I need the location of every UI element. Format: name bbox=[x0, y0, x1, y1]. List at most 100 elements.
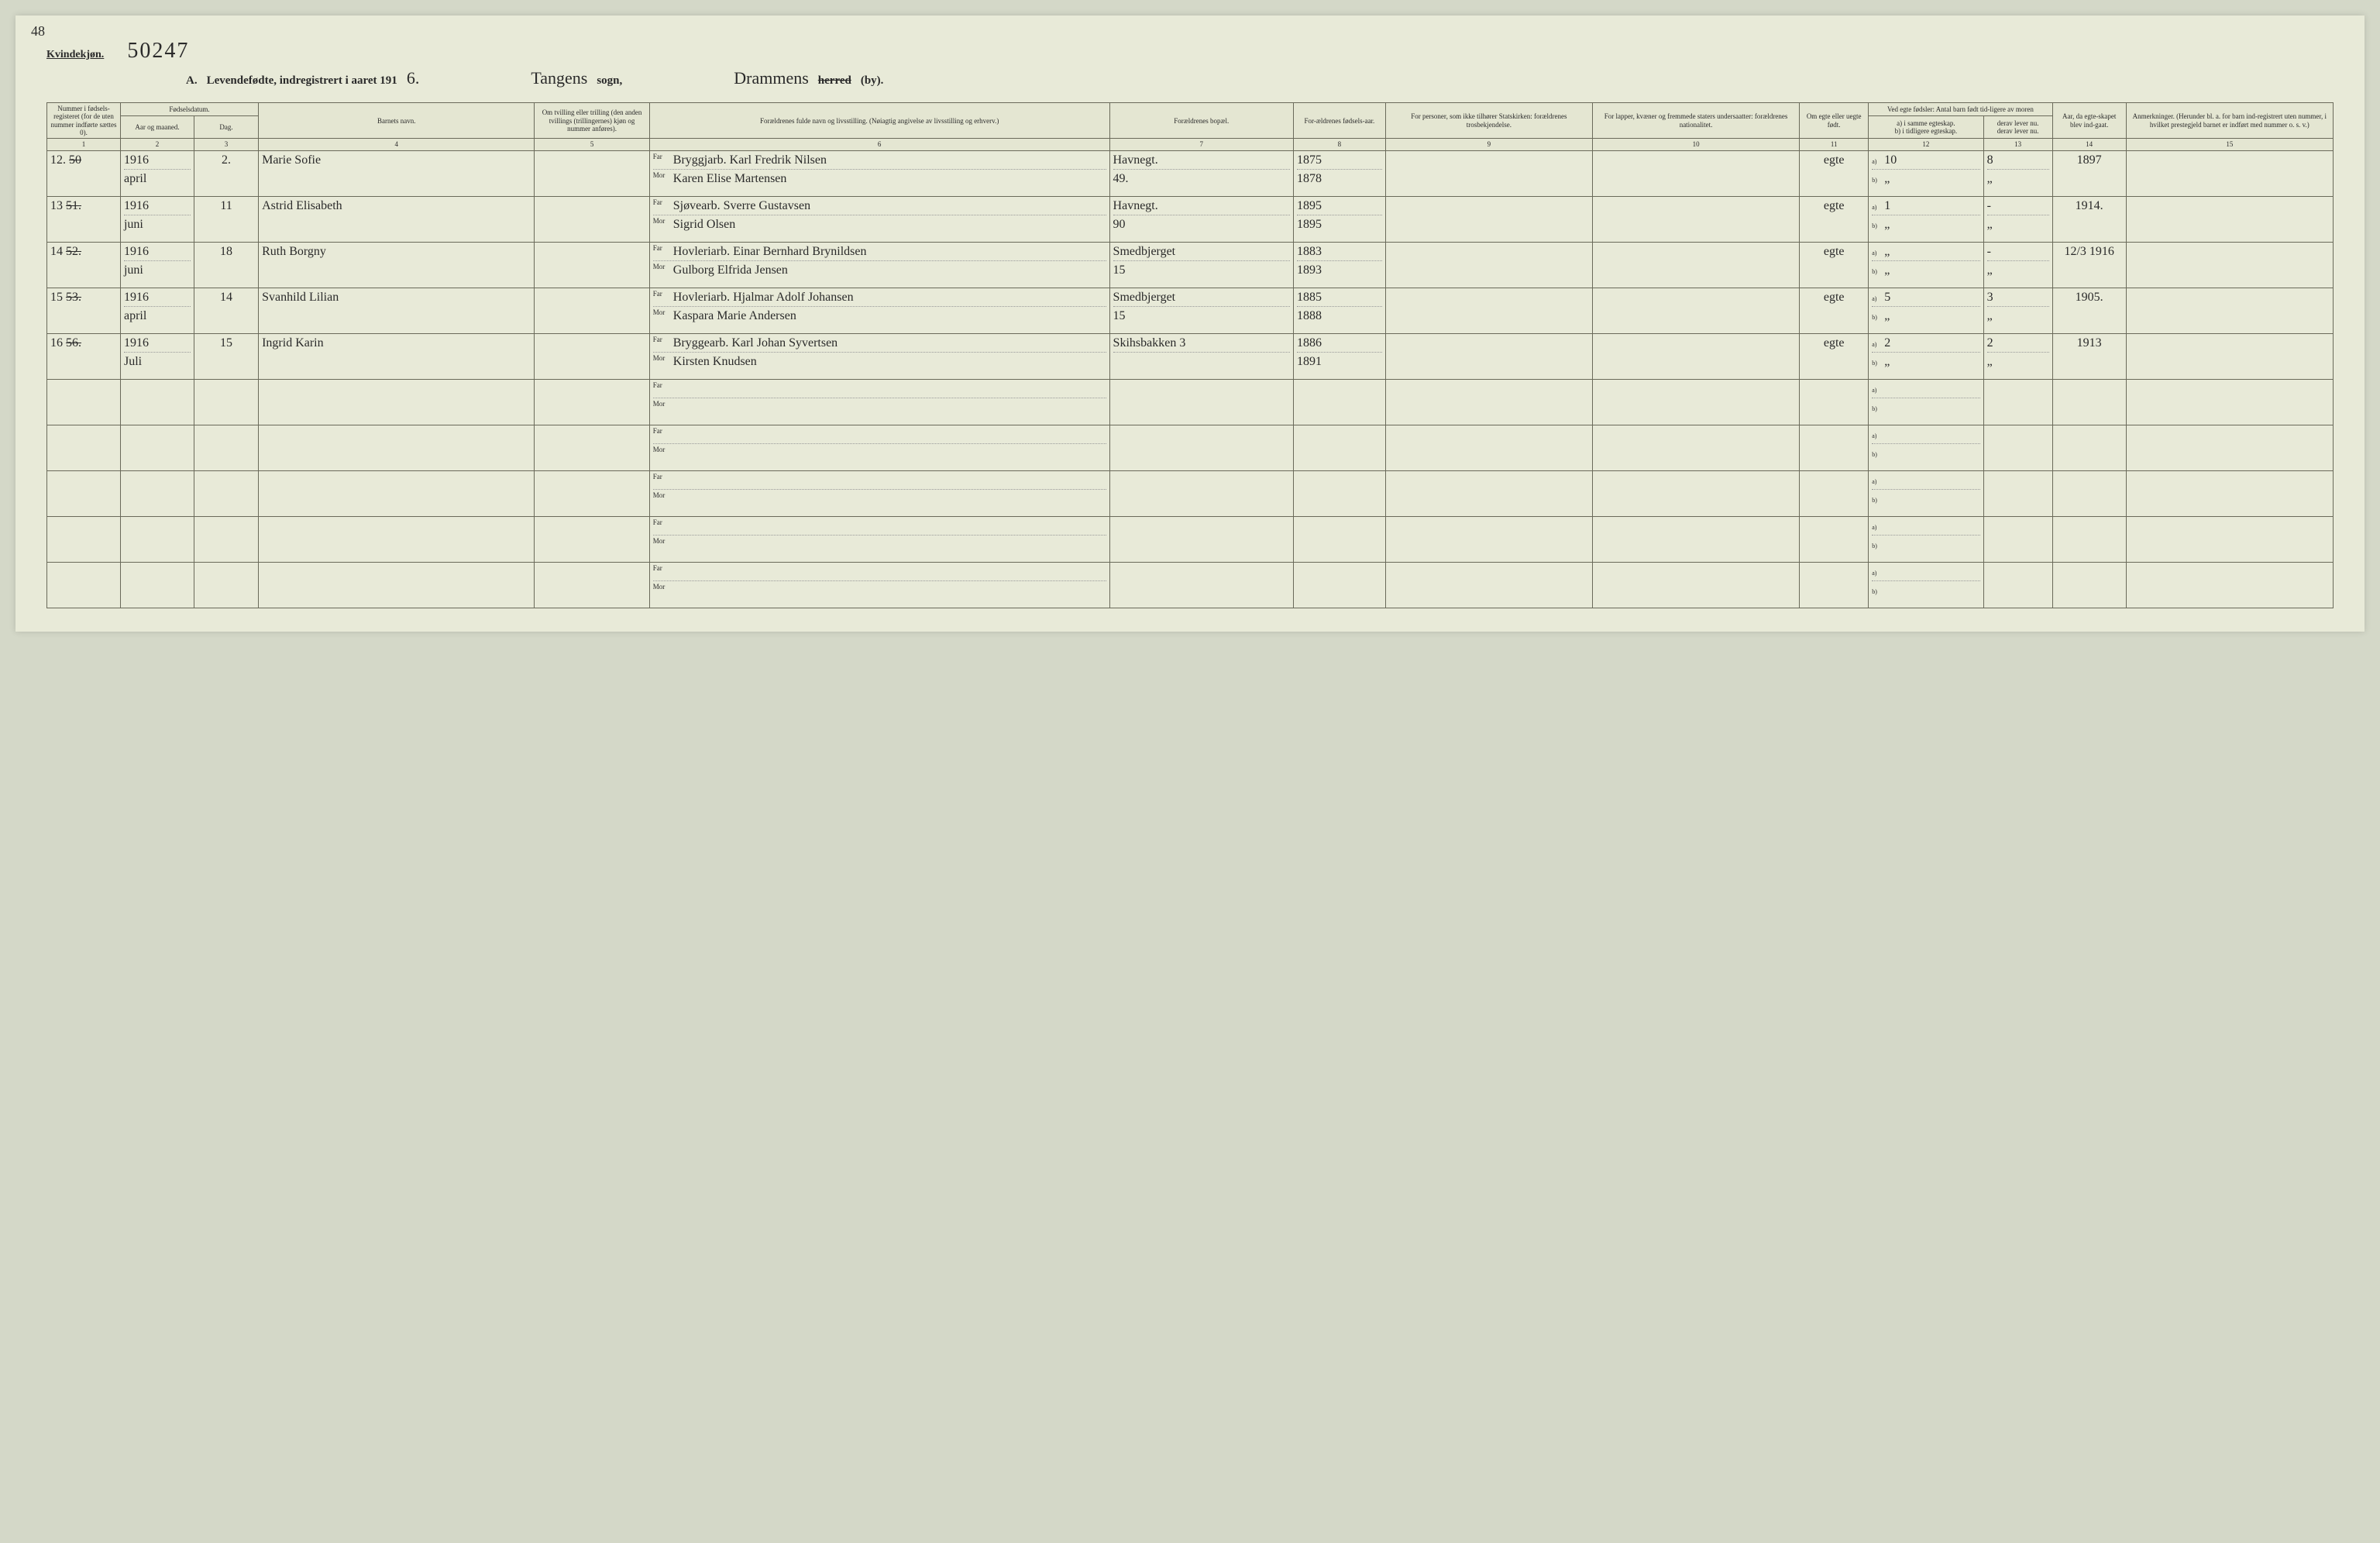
col-num: 8 bbox=[1294, 139, 1386, 150]
residence bbox=[1109, 562, 1294, 608]
residence: Smedbjerget15 bbox=[1109, 288, 1294, 333]
table-row: 14 52. 1916juni 18 Ruth Borgny FarHovler… bbox=[47, 242, 2334, 288]
table-head: Nummer i fødsels-registeret (for de uten… bbox=[47, 103, 2334, 151]
parents: FarBryggearb. Karl Johan Syvertsen MorKi… bbox=[649, 333, 1109, 379]
remarks bbox=[2126, 333, 2333, 379]
col-header: Anmerkninger. (Herunder bl. a. for barn … bbox=[2126, 103, 2333, 139]
birth-years bbox=[1294, 470, 1386, 516]
remarks bbox=[2126, 470, 2333, 516]
religion bbox=[1385, 333, 1592, 379]
child-name: Svanhild Lilian bbox=[259, 288, 535, 333]
twin-info bbox=[535, 196, 649, 242]
residence: Havnegt.49. bbox=[1109, 150, 1294, 196]
living-children: -„ bbox=[1983, 196, 2052, 242]
parents: Far Mor bbox=[649, 562, 1109, 608]
marriage-year bbox=[2052, 470, 2126, 516]
twin-info bbox=[535, 516, 649, 562]
table-row: Far Mor a) b) bbox=[47, 425, 2334, 470]
prior-children: a) 1 b) „ bbox=[1869, 196, 1983, 242]
child-name bbox=[259, 470, 535, 516]
twin-info bbox=[535, 379, 649, 425]
residence: Havnegt.90 bbox=[1109, 196, 1294, 242]
legitimate bbox=[1800, 516, 1869, 562]
prior-children: a) 10 b) „ bbox=[1869, 150, 1983, 196]
entry-number: 15 53. bbox=[47, 288, 121, 333]
religion bbox=[1385, 242, 1592, 288]
prior-children: a) b) bbox=[1869, 379, 1983, 425]
col-header: Ved egte fødsler: Antal barn født tid-li… bbox=[1869, 103, 2052, 116]
table-row: Far Mor a) b) bbox=[47, 562, 2334, 608]
nationality bbox=[1592, 562, 1799, 608]
col-num: 12 bbox=[1869, 139, 1983, 150]
residence bbox=[1109, 425, 1294, 470]
col-header: Forældrenes fulde navn og livsstilling. … bbox=[649, 103, 1109, 139]
birth-years bbox=[1294, 379, 1386, 425]
residence bbox=[1109, 379, 1294, 425]
nationality bbox=[1592, 196, 1799, 242]
birth-years bbox=[1294, 562, 1386, 608]
year-month bbox=[120, 470, 194, 516]
year-month: 1916Juli bbox=[120, 333, 194, 379]
day bbox=[194, 379, 258, 425]
child-name bbox=[259, 516, 535, 562]
residence: Skihsbakken 3 bbox=[1109, 333, 1294, 379]
prior-children: a) 5 b) „ bbox=[1869, 288, 1983, 333]
table-row: Far Mor a) b) bbox=[47, 379, 2334, 425]
table-body: 12. 50 1916april 2. Marie Sofie FarBrygg… bbox=[47, 150, 2334, 608]
year-month: 1916april bbox=[120, 288, 194, 333]
col-num: 5 bbox=[535, 139, 649, 150]
marriage-year bbox=[2052, 425, 2126, 470]
herred-strike: herred bbox=[818, 74, 851, 88]
col-num: 3 bbox=[194, 139, 258, 150]
nationality bbox=[1592, 470, 1799, 516]
col-num: 14 bbox=[2052, 139, 2126, 150]
day: 15 bbox=[194, 333, 258, 379]
marriage-year: 1897 bbox=[2052, 150, 2126, 196]
year-month bbox=[120, 379, 194, 425]
col-header: Barnets navn. bbox=[259, 103, 535, 139]
child-name bbox=[259, 379, 535, 425]
remarks bbox=[2126, 516, 2333, 562]
remarks bbox=[2126, 150, 2333, 196]
living-children: -„ bbox=[1983, 242, 2052, 288]
table-row: 15 53. 1916april 14 Svanhild Lilian FarH… bbox=[47, 288, 2334, 333]
marriage-year bbox=[2052, 516, 2126, 562]
col-header: derav lever nu. derav lever nu. bbox=[1983, 116, 2052, 139]
nationality bbox=[1592, 333, 1799, 379]
parents: FarBryggjarb. Karl Fredrik Nilsen MorKar… bbox=[649, 150, 1109, 196]
herred-suffix: (by). bbox=[861, 74, 884, 88]
nationality bbox=[1592, 150, 1799, 196]
entry-number: 16 56. bbox=[47, 333, 121, 379]
living-children: 3„ bbox=[1983, 288, 2052, 333]
herred-value: Drammens bbox=[734, 68, 809, 88]
legitimate: egte bbox=[1800, 242, 1869, 288]
legitimate: egte bbox=[1800, 288, 1869, 333]
living-children: 2„ bbox=[1983, 333, 2052, 379]
parents: FarSjøvearb. Sverre Gustavsen MorSigrid … bbox=[649, 196, 1109, 242]
col-num: 13 bbox=[1983, 139, 2052, 150]
prior-children: a) b) bbox=[1869, 425, 1983, 470]
legitimate: egte bbox=[1800, 333, 1869, 379]
parents: FarHovleriarb. Einar Bernhard Brynildsen… bbox=[649, 242, 1109, 288]
col-header: Om egte eller uegte født. bbox=[1800, 103, 1869, 139]
entry-number: 12. 50 bbox=[47, 150, 121, 196]
ledger-page: 48 Kvindekjøn. 50247 A. Levendefødte, in… bbox=[15, 15, 2365, 632]
twin-info bbox=[535, 562, 649, 608]
nationality bbox=[1592, 288, 1799, 333]
col-header: a) i samme egteskap. b) i tidligere egte… bbox=[1869, 116, 1983, 139]
year-month: 1916juni bbox=[120, 196, 194, 242]
entry-number: 14 52. bbox=[47, 242, 121, 288]
nationality bbox=[1592, 516, 1799, 562]
col-num: 10 bbox=[1592, 139, 1799, 150]
birth-years bbox=[1294, 425, 1386, 470]
header-row-2: A. Levendefødte, indregistrert i aaret 1… bbox=[186, 68, 2334, 88]
col-num: 15 bbox=[2126, 139, 2333, 150]
table-row: Far Mor a) b) bbox=[47, 516, 2334, 562]
marriage-year: 1905. bbox=[2052, 288, 2126, 333]
parents: Far Mor bbox=[649, 379, 1109, 425]
year-suffix: 6. bbox=[407, 68, 420, 88]
twin-info bbox=[535, 150, 649, 196]
col-num: 1 bbox=[47, 139, 121, 150]
child-name: Ingrid Karin bbox=[259, 333, 535, 379]
twin-info bbox=[535, 242, 649, 288]
